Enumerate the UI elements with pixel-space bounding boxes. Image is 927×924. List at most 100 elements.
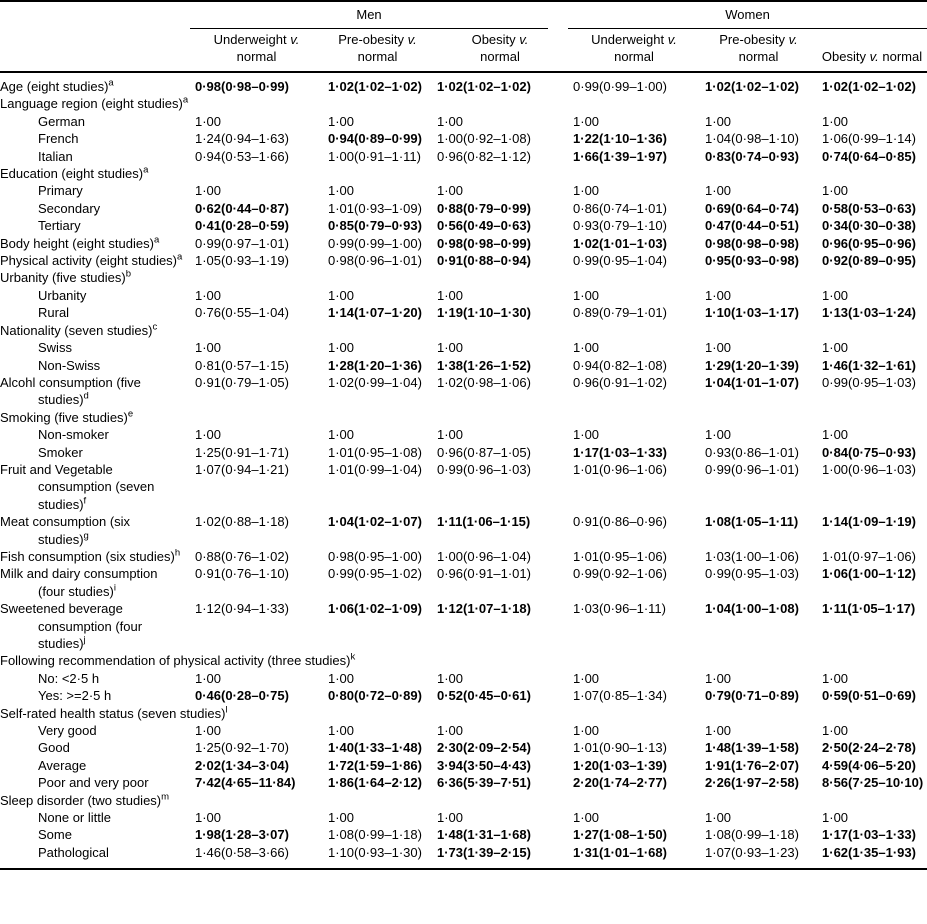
value-cell: 1·66(1·39–1·97) — [573, 148, 667, 164]
row-label: Good — [38, 740, 70, 756]
value-cell: 0·91(0·76–1·10) — [195, 566, 289, 582]
value-cell: 1·00 — [437, 183, 464, 199]
value-cell: 2·30(2·09–2·54) — [437, 740, 531, 756]
value-cell: 1·00 — [437, 340, 464, 356]
value-cell: 1·11(1·06–1·15) — [437, 514, 531, 530]
value-cell: 1·01(0·95–1·06) — [573, 548, 667, 564]
value-cell: 1·00 — [195, 427, 222, 443]
value-cell: 1·00 — [437, 113, 464, 129]
value-cell: 0·92(0·89–0·95) — [822, 253, 916, 269]
value-cell: 1·00 — [822, 670, 849, 686]
value-cell: 0·99(0·97–1·01) — [195, 235, 289, 251]
value-cell: 1·03(0·96–1·11) — [573, 601, 666, 617]
versus-abbrev: v. — [788, 32, 798, 47]
value-cell: 0·47(0·44–0·51) — [705, 218, 799, 234]
label-column-header — [0, 1, 190, 73]
value-cell: 1·00 — [705, 340, 732, 356]
value-cell: 0·99(0·96–1·01) — [705, 461, 799, 477]
value-cell: 1·46(0·58–3·66) — [195, 844, 289, 860]
table-body: Age (eight studies)a 0·98(0·98–0·99) 1·02(… — [0, 72, 927, 869]
group-label-women: Women — [568, 6, 927, 29]
odds-ratio-table: Men Women Underweight v. normal Pre-obesi… — [0, 0, 927, 871]
value-cell: 2·50(2·24–2·78) — [822, 740, 916, 756]
value-cell: 1·00 — [705, 670, 732, 686]
table-row: Tertiary 0·41(0·28–0·59) 0·85(0·79–0·93) 0·… — [0, 217, 927, 234]
table-row: Urbanity (five studies)b — [0, 269, 927, 286]
value-cell: 1·04(1·01–1·07) — [705, 374, 799, 390]
row-label: Sweetened beverage consumption (four stu… — [0, 601, 143, 651]
value-cell: 1·10(1·03–1·17) — [705, 305, 799, 321]
row-label: Education (eight studies)a — [0, 164, 149, 182]
value-cell: 8·56(7·25–10·10) — [822, 775, 924, 791]
value-cell: 1·86(1·64–2·12) — [328, 775, 422, 791]
table-row: Urbanity 1·00 1·00 1·00 1·00 1·00 1·00 — [0, 287, 927, 304]
value-cell: 1·00 — [573, 340, 600, 356]
value-cell: 0·93(0·79–1·10) — [573, 218, 667, 234]
row-label: Body height (eight studies)a — [0, 234, 160, 251]
table-row: Very good 1·00 1·00 1·00 1·00 1·00 1·00 — [0, 722, 927, 739]
value-cell: 0·76(0·55–1·04) — [195, 305, 289, 321]
value-cell: 1·00(0·96–1·04) — [437, 548, 531, 564]
table-row: Alcohl consumption (five studies)d 0·91(0… — [0, 374, 927, 409]
row-label: French — [38, 131, 79, 147]
row-label: Age (eight studies)a — [0, 77, 114, 94]
row-label: No: <2·5 h — [38, 670, 100, 686]
value-cell: 0·91(0·88–0·94) — [437, 253, 531, 269]
footnote-marker: h — [174, 547, 181, 559]
value-cell: 1·05(0·93–1·19) — [195, 253, 289, 269]
value-cell: 1·19(1·10–1·30) — [437, 305, 531, 321]
value-cell: 0·41(0·28–0·59) — [195, 218, 289, 234]
value-cell: 1·02(0·98–1·06) — [437, 374, 531, 390]
table-row: German 1·00 1·00 1·00 1·00 1·00 1·00 — [0, 113, 927, 130]
value-cell: 0·98(0·98–0·99) — [195, 79, 289, 94]
value-cell: 0·93(0·86–1·01) — [705, 444, 799, 460]
value-cell: 1·00 — [705, 427, 732, 443]
table-row: Secondary 0·62(0·44–0·87) 1·01(0·93–1·09) 0… — [0, 200, 927, 217]
value-cell: 0·88(0·76–1·02) — [195, 548, 289, 564]
value-cell: 1·00 — [437, 723, 464, 739]
value-cell: 0·46(0·28–0·75) — [195, 688, 289, 704]
value-cell: 1·13(1·03–1·24) — [822, 305, 916, 321]
value-cell: 1·98(1·28–3·07) — [195, 827, 289, 843]
table-row: Nationality (seven studies)c — [0, 322, 927, 339]
value-cell: 1·00 — [328, 670, 355, 686]
row-label: Self-rated health status (seven studies)… — [0, 704, 228, 721]
value-cell: 0·80(0·72–0·89) — [328, 688, 422, 704]
value-cell: 1·01(0·96–1·06) — [573, 461, 667, 477]
value-cell: 0·62(0·44–0·87) — [195, 200, 289, 216]
value-cell: 1·00 — [573, 113, 600, 129]
table-row: Self-rated health status (seven studies)… — [0, 705, 927, 722]
value-cell: 1·00 — [705, 183, 732, 199]
row-label: Alcohl consumption (five studies)d — [0, 374, 141, 408]
value-cell: 1·00 — [822, 287, 849, 303]
value-cell: 4·59(4·06–5·20) — [822, 757, 916, 773]
value-cell: 0·89(0·79–1·01) — [573, 305, 667, 321]
row-label: Very good — [38, 723, 97, 739]
table-row: Meat consumption (six studies)g 1·02(0·88… — [0, 513, 927, 548]
column-header-men-obesity: Obesity v. normal — [432, 29, 569, 73]
value-cell: 1·00 — [573, 183, 600, 199]
row-label: Tertiary — [38, 218, 81, 234]
value-cell: 0·34(0·30–0·38) — [822, 218, 916, 234]
value-cell: 0·99(0·95–1·04) — [573, 253, 667, 269]
footnote-marker: l — [225, 704, 228, 716]
row-label: Primary — [38, 183, 83, 199]
footnote-marker: c — [152, 321, 158, 333]
value-cell: 2·20(1·74–2·77) — [573, 775, 667, 791]
value-cell: 1·46(1·32–1·61) — [822, 357, 916, 373]
table-row: Rural 0·76(0·55–1·04) 1·14(1·07–1·20) 1·19(… — [0, 304, 927, 321]
table-row: Education (eight studies)a — [0, 165, 927, 182]
value-cell: 1·01(0·97–1·06) — [822, 548, 916, 564]
value-cell: 1·24(0·94–1·63) — [195, 131, 289, 147]
table-row: Poor and very poor 7·42(4·65–11·84) 1·86(1… — [0, 774, 927, 791]
value-cell: 0·95(0·93–0·98) — [705, 253, 799, 269]
footnote-marker: a — [143, 164, 149, 176]
footnote-marker: a — [153, 234, 160, 246]
value-cell: 1·12(1·07–1·18) — [437, 601, 531, 617]
value-cell: 0·83(0·74–0·93) — [705, 148, 799, 164]
value-cell: 0·99(0·95–1·03) — [822, 374, 916, 390]
column-header-men-underweight: Underweight v. normal — [190, 29, 323, 73]
value-cell: 1·48(1·39–1·58) — [705, 740, 799, 756]
value-cell: 1·00 — [195, 810, 222, 826]
versus-abbrev: v. — [667, 32, 677, 47]
